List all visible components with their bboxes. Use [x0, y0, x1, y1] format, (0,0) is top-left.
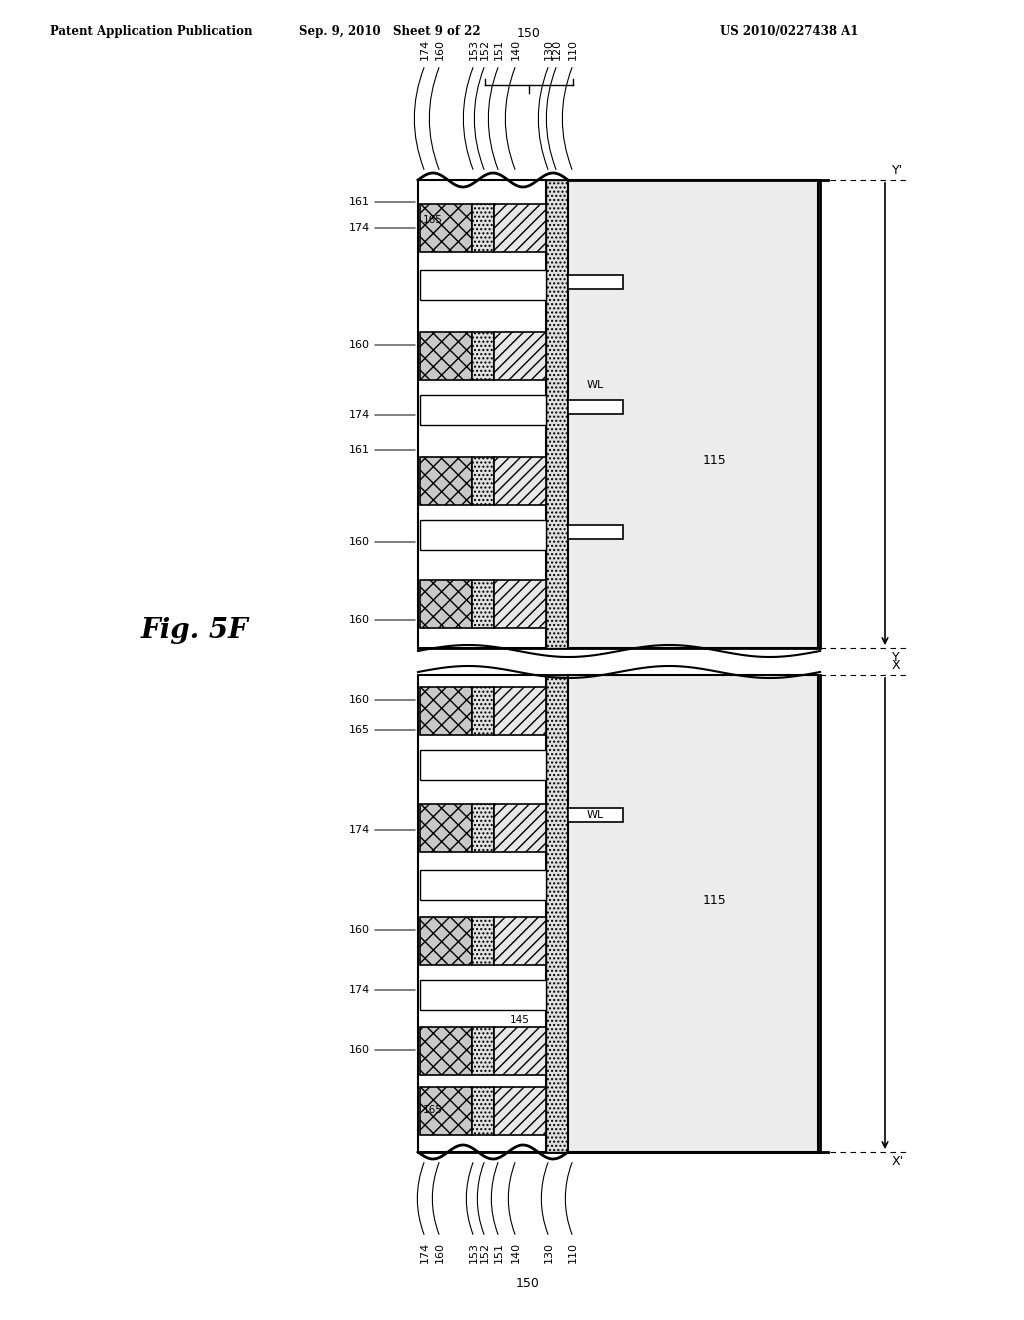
Bar	[546, 180, 568, 648]
Text: 151: 151	[494, 40, 504, 59]
Text: 160: 160	[349, 1045, 370, 1055]
Text: Fig. 5F: Fig. 5F	[141, 616, 249, 644]
Text: 150: 150	[516, 1276, 540, 1290]
Text: 165: 165	[423, 1105, 442, 1115]
Text: 174: 174	[420, 1242, 430, 1263]
Text: 160: 160	[349, 537, 370, 546]
Bar	[472, 686, 494, 735]
Text: Y': Y'	[892, 164, 903, 177]
Bar	[420, 457, 472, 506]
Bar	[472, 457, 494, 506]
Bar	[420, 979, 546, 1010]
Bar	[494, 457, 546, 506]
Text: 115: 115	[703, 454, 727, 466]
Text: 161: 161	[349, 197, 370, 207]
Text: 160: 160	[349, 925, 370, 935]
Bar	[494, 917, 546, 965]
Bar	[420, 579, 472, 628]
Text: 174: 174	[349, 825, 370, 836]
Bar	[568, 808, 623, 822]
Bar	[418, 675, 546, 1152]
Text: 160: 160	[435, 40, 445, 59]
Bar	[568, 675, 818, 1152]
Text: 152: 152	[480, 1242, 490, 1263]
Text: 174: 174	[420, 38, 430, 59]
Text: 161: 161	[349, 445, 370, 455]
Bar	[472, 1086, 494, 1135]
Bar	[472, 917, 494, 965]
Text: 110: 110	[568, 40, 578, 59]
Text: 153: 153	[469, 1242, 479, 1263]
Text: 160: 160	[349, 696, 370, 705]
Bar	[418, 180, 820, 648]
Bar	[420, 686, 472, 735]
Bar	[472, 333, 494, 380]
Text: 165: 165	[423, 215, 442, 224]
Bar	[420, 395, 546, 425]
Bar	[568, 275, 623, 289]
Text: Y: Y	[892, 651, 900, 664]
Text: 165: 165	[349, 725, 370, 735]
Text: 140: 140	[511, 1242, 521, 1263]
Text: 120: 120	[552, 38, 562, 59]
Bar	[420, 1027, 472, 1074]
Bar	[420, 917, 472, 965]
Bar	[420, 271, 546, 300]
Bar	[494, 686, 546, 735]
Text: 153: 153	[469, 40, 479, 59]
Bar	[472, 804, 494, 851]
Bar	[472, 579, 494, 628]
Text: 174: 174	[349, 411, 370, 420]
Text: 160: 160	[349, 341, 370, 350]
Text: Sep. 9, 2010   Sheet 9 of 22: Sep. 9, 2010 Sheet 9 of 22	[299, 25, 481, 38]
Text: 152: 152	[480, 38, 490, 59]
Text: 160: 160	[349, 615, 370, 624]
Bar	[568, 525, 623, 539]
Text: 130: 130	[544, 40, 554, 59]
Text: 130: 130	[544, 1242, 554, 1263]
Text: X: X	[892, 659, 901, 672]
Bar	[420, 205, 472, 252]
Text: 150: 150	[517, 26, 541, 40]
Bar	[494, 205, 546, 252]
Bar	[494, 579, 546, 628]
Bar	[418, 180, 546, 648]
Text: WL: WL	[587, 810, 603, 820]
Bar	[568, 400, 623, 414]
Bar	[420, 520, 546, 550]
Bar	[494, 1086, 546, 1135]
Text: 151: 151	[494, 1242, 504, 1263]
Bar	[472, 1027, 494, 1074]
Bar	[494, 1027, 546, 1074]
Bar	[472, 205, 494, 252]
Text: 140: 140	[511, 38, 521, 59]
Text: WL: WL	[587, 380, 603, 389]
Bar	[568, 180, 818, 648]
Bar	[418, 675, 820, 1152]
Bar	[494, 804, 546, 851]
Bar	[494, 333, 546, 380]
Bar	[420, 870, 546, 900]
Text: 145: 145	[510, 1015, 530, 1026]
Bar	[546, 675, 568, 1152]
Bar	[420, 333, 472, 380]
Text: 160: 160	[435, 1242, 445, 1263]
Text: X': X'	[892, 1155, 904, 1168]
Text: 115: 115	[703, 894, 727, 907]
Text: 110: 110	[568, 1242, 578, 1263]
Text: 174: 174	[349, 223, 370, 234]
Text: US 2010/0227438 A1: US 2010/0227438 A1	[720, 25, 858, 38]
Text: Patent Application Publication: Patent Application Publication	[50, 25, 253, 38]
Bar	[420, 750, 546, 780]
Bar	[420, 804, 472, 851]
Bar	[420, 1086, 472, 1135]
Text: 174: 174	[349, 985, 370, 995]
